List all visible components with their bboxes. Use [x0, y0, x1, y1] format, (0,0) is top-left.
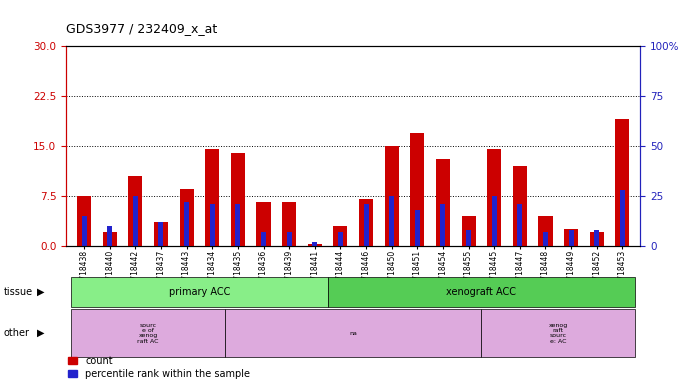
- Bar: [620, 190, 625, 246]
- Bar: [436, 159, 450, 246]
- Bar: [102, 232, 117, 246]
- Bar: [128, 176, 143, 246]
- Bar: [261, 232, 266, 246]
- Bar: [231, 152, 245, 246]
- Bar: [209, 204, 214, 246]
- Bar: [359, 199, 373, 246]
- Text: ▶: ▶: [37, 328, 45, 338]
- Bar: [313, 242, 317, 246]
- Legend: count, percentile rank within the sample: count, percentile rank within the sample: [68, 356, 250, 379]
- Bar: [415, 210, 420, 246]
- Bar: [590, 232, 604, 246]
- Bar: [461, 216, 475, 246]
- Bar: [487, 149, 501, 246]
- Bar: [385, 146, 399, 246]
- Bar: [308, 244, 322, 246]
- Bar: [594, 230, 599, 246]
- Bar: [513, 166, 527, 246]
- Bar: [441, 204, 445, 246]
- Bar: [287, 232, 292, 246]
- Bar: [205, 149, 219, 246]
- Bar: [180, 189, 193, 246]
- Bar: [282, 202, 296, 246]
- Text: primary ACC: primary ACC: [168, 287, 230, 297]
- Text: other: other: [3, 328, 29, 338]
- Bar: [81, 216, 86, 246]
- Text: xenog
raft
sourc
e: AC: xenog raft sourc e: AC: [548, 323, 568, 344]
- Bar: [539, 216, 553, 246]
- Bar: [338, 232, 343, 246]
- Bar: [133, 196, 138, 246]
- Bar: [225, 309, 482, 357]
- Text: tissue: tissue: [3, 287, 33, 297]
- Bar: [482, 309, 635, 357]
- Bar: [71, 277, 328, 306]
- Bar: [615, 119, 629, 246]
- Text: na: na: [349, 331, 357, 336]
- Text: ▶: ▶: [37, 287, 45, 297]
- Bar: [410, 132, 425, 246]
- Bar: [569, 230, 574, 246]
- Bar: [363, 204, 368, 246]
- Bar: [235, 204, 240, 246]
- Bar: [256, 202, 271, 246]
- Bar: [159, 222, 164, 246]
- Bar: [492, 196, 497, 246]
- Text: sourc
e of
xenog
raft AC: sourc e of xenog raft AC: [137, 323, 159, 344]
- Text: GDS3977 / 232409_x_at: GDS3977 / 232409_x_at: [66, 22, 217, 35]
- Bar: [389, 196, 394, 246]
- Bar: [543, 232, 548, 246]
- Bar: [184, 202, 189, 246]
- Bar: [328, 277, 635, 306]
- Bar: [564, 229, 578, 246]
- Bar: [71, 309, 225, 357]
- Bar: [77, 196, 91, 246]
- Bar: [517, 204, 522, 246]
- Bar: [154, 222, 168, 246]
- Text: xenograft ACC: xenograft ACC: [446, 287, 516, 297]
- Bar: [466, 230, 471, 246]
- Bar: [107, 226, 112, 246]
- Bar: [333, 226, 347, 246]
